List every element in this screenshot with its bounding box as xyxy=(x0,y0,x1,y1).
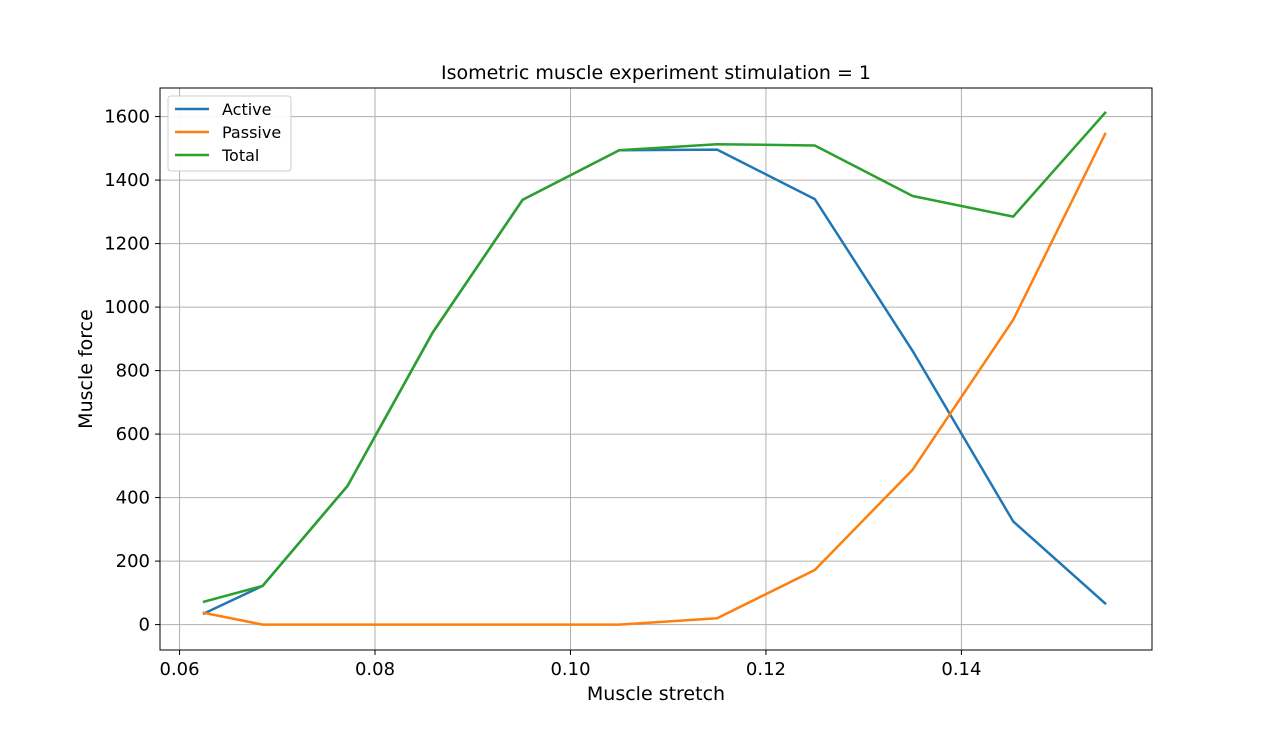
plot-frame xyxy=(159,87,1153,651)
y-tick-label: 1600 xyxy=(104,107,150,128)
x-tick-label: 0.08 xyxy=(355,659,395,680)
legend-label-total: Total xyxy=(221,146,259,165)
chart-title: Isometric muscle experiment stimulation … xyxy=(441,62,871,84)
legend-label-active: Active xyxy=(222,100,272,119)
y-tick-label: 1200 xyxy=(104,234,150,255)
y-axis: 0 200 400 600 800 1000 1200 1400 1600 xyxy=(104,107,160,636)
y-tick-label: 0 xyxy=(139,615,150,636)
grid xyxy=(160,88,1152,650)
x-tick-label: 0.10 xyxy=(550,659,590,680)
x-axis-label: Muscle stretch xyxy=(587,683,725,705)
y-tick-label: 800 xyxy=(116,361,150,382)
y-tick-label: 600 xyxy=(116,424,150,445)
x-tick-label: 0.06 xyxy=(160,659,200,680)
legend-box xyxy=(167,95,292,172)
legend-label-passive: Passive xyxy=(222,123,281,142)
y-tick-label: 400 xyxy=(116,488,150,509)
series-lines xyxy=(202,111,1107,626)
y-axis-label: Muscle force xyxy=(75,309,97,429)
y-tick-label: 200 xyxy=(116,551,150,572)
x-tick-label: 0.12 xyxy=(746,659,786,680)
series-line-active xyxy=(202,148,1107,616)
series-line-total xyxy=(202,111,1107,604)
series-line-passive xyxy=(202,132,1107,626)
y-tick-label: 1400 xyxy=(104,170,150,191)
x-tick-label: 0.14 xyxy=(941,659,981,680)
x-axis: 0.06 0.08 0.10 0.12 0.14 xyxy=(160,650,981,680)
y-tick-label: 1000 xyxy=(104,297,150,318)
legend: Active Passive Total xyxy=(167,95,292,172)
